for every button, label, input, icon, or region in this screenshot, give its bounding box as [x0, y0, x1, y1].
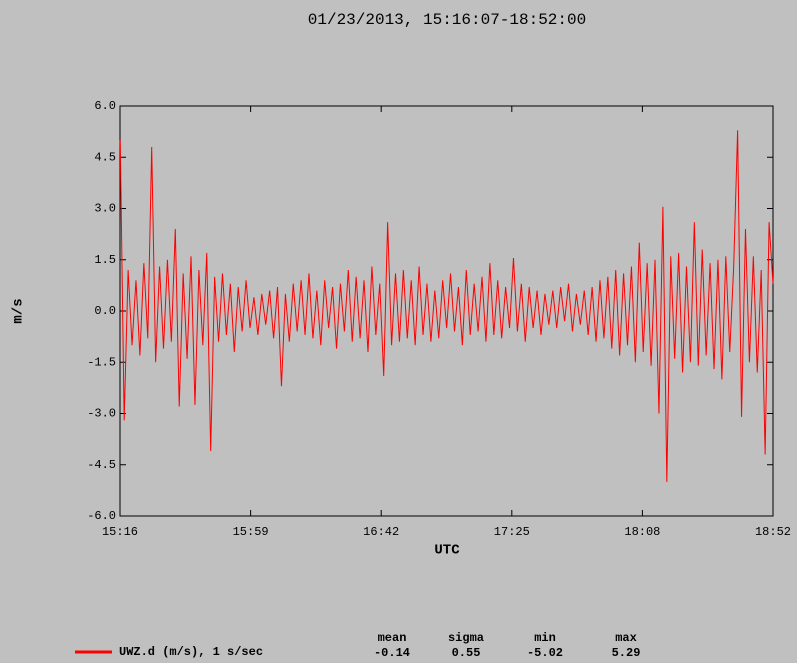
y-tick-label: 0.0 — [94, 304, 116, 318]
stat-header: max — [615, 631, 637, 645]
x-tick-label: 18:08 — [624, 525, 660, 539]
legend-label: UWZ.d (m/s), 1 s/sec — [119, 645, 263, 659]
x-tick-label: 15:16 — [102, 525, 138, 539]
x-tick-label: 17:25 — [494, 525, 530, 539]
y-tick-label: 1.5 — [94, 253, 116, 267]
y-tick-label: -3.0 — [87, 407, 116, 421]
y-tick-label: 3.0 — [94, 202, 116, 216]
stat-header: sigma — [448, 631, 484, 645]
stat-header: mean — [378, 631, 407, 645]
stat-value: -0.14 — [374, 646, 410, 660]
y-tick-label: -6.0 — [87, 509, 116, 523]
y-tick-label: 4.5 — [94, 150, 116, 164]
x-tick-label: 15:59 — [233, 525, 269, 539]
chart-title: 01/23/2013, 15:16:07-18:52:00 — [308, 11, 586, 29]
y-tick-label: -1.5 — [87, 355, 116, 369]
stat-value: 0.55 — [452, 646, 481, 660]
x-axis-label: UTC — [434, 543, 460, 559]
plot-frame — [119, 105, 774, 517]
x-tick-label: 18:52 — [755, 525, 791, 539]
data-line — [119, 130, 774, 482]
y-tick-label: -4.5 — [87, 458, 116, 472]
x-tick-label: 16:42 — [363, 525, 399, 539]
stat-value: 5.29 — [612, 646, 641, 660]
y-tick-label: 6.0 — [94, 99, 116, 113]
y-axis-label: m/s — [11, 298, 27, 323]
stat-value: -5.02 — [527, 646, 563, 660]
stat-header: min — [534, 631, 556, 645]
